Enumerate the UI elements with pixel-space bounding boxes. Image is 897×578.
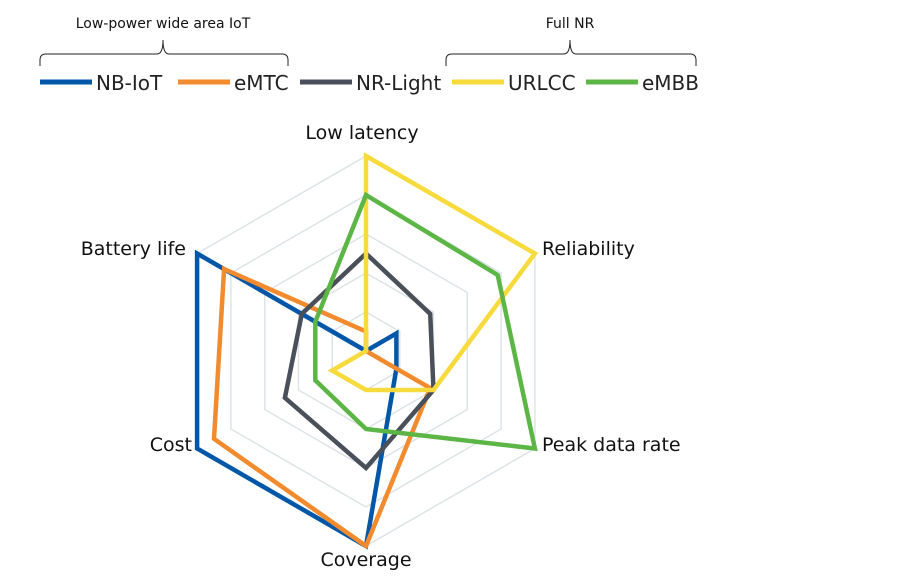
axis-label-reliability: Reliability — [542, 238, 635, 260]
legend-group-lpwa: Low-power wide area IoT — [39, 16, 289, 66]
legend-label: eMBB — [642, 71, 699, 95]
legend-group-brace — [39, 39, 289, 66]
legend-group-brace — [445, 39, 697, 66]
legend-group-full-nr: Full NR — [445, 16, 697, 66]
legend: NB-IoT eMTC NR-Light URLCC eMBB — [40, 71, 699, 95]
axis-label-peak-data-rate: Peak data rate — [542, 434, 681, 456]
series-line-nr-light — [282, 250, 436, 472]
legend-item-urlcc: URLCC — [452, 71, 576, 95]
legend-item-nb-iot: NB-IoT — [40, 71, 163, 95]
radar-series — [194, 152, 539, 550]
legend-group-label: Full NR — [546, 16, 595, 32]
legend-item-embb: eMBB — [586, 71, 699, 95]
legend-label: URLCC — [508, 71, 576, 95]
legend-label: eMTC — [234, 71, 289, 95]
legend-group-label: Low-power wide area IoT — [76, 16, 251, 32]
legend-label: NB-IoT — [96, 71, 163, 95]
axis-label-coverage: Coverage — [320, 549, 411, 571]
axis-label-cost: Cost — [150, 434, 192, 456]
legend-item-nr-light: NR-Light — [300, 71, 441, 95]
series-line-urlcc — [327, 152, 539, 393]
axis-label-battery-life: Battery life — [81, 238, 186, 260]
series-line-embb — [313, 191, 538, 452]
axis-label-low-latency: Low latency — [305, 122, 418, 144]
legend-item-emtc: eMTC — [178, 71, 289, 95]
legend-label: NR-Light — [356, 71, 441, 95]
